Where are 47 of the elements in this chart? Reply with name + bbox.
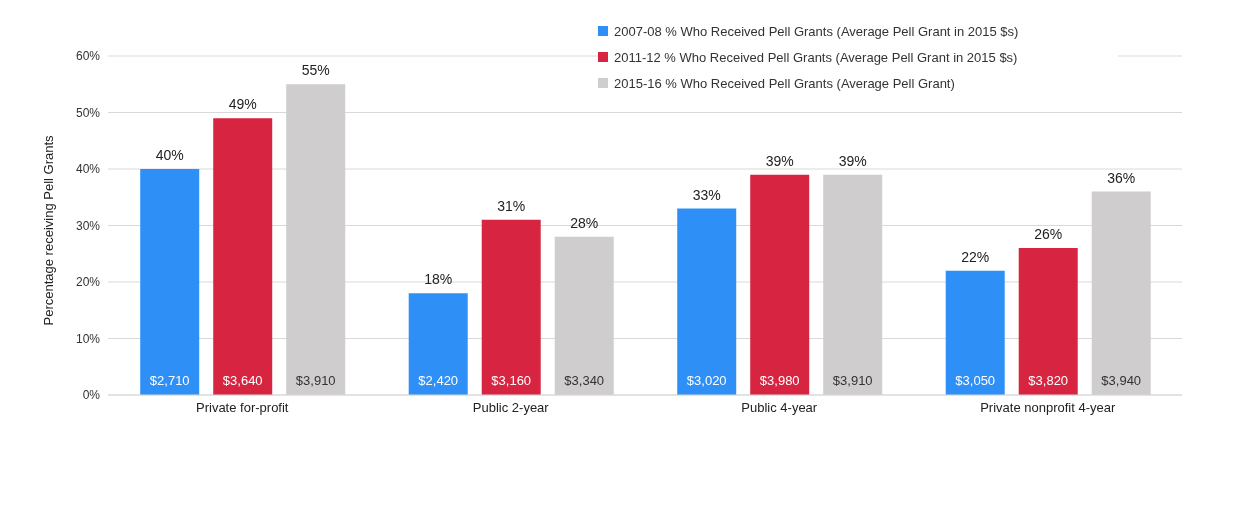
y-tick-label: 30% [75,218,101,233]
data-label: 39% [838,152,867,169]
legend-label: 2015-16 % Who Received Pell Grants (Average Pell Grant) [614,75,955,91]
data-label: 36% [1107,169,1136,186]
data-label: 49% [228,96,257,113]
annotation: $3,820 [1028,373,1069,388]
y-tick-label: 60% [75,49,101,64]
y-tick-label: 10% [75,331,101,346]
data-label: 26% [1034,226,1063,243]
bar [750,174,810,395]
bar [408,293,468,395]
data-label: 39% [765,152,794,169]
x-tick-label: Public 4-year [741,400,818,416]
x-tick-label: Public 2-year [472,400,550,416]
annotation: $3,910 [295,373,336,388]
x-tick-label: Private for-profit [196,400,289,416]
legend-label: 2007-08 % Who Received Pell Grants (Average Pell Grant in 2015 $s) [614,23,1019,39]
data-label: 33% [692,186,721,203]
annotation: $3,050 [955,373,996,388]
y-tick-label: 20% [75,275,101,290]
y-axis-title: Percentage receiving Pell Grants [40,134,56,326]
annotation: $3,910 [832,373,873,388]
bar [140,169,200,395]
data-label: 40% [155,147,184,163]
y-tick-label: 50% [75,105,101,120]
data-label: 22% [961,248,990,265]
annotation: $3,340 [564,373,605,388]
annotation: $3,980 [759,373,800,388]
annotation: $2,420 [418,373,459,388]
annotation: $3,640 [222,373,263,388]
bar [677,208,737,395]
annotation: $2,710 [149,373,190,388]
annotation: $3,020 [686,373,727,388]
bar [1018,248,1078,395]
bar [481,219,541,395]
x-tick-label: Private nonprofit 4-year [980,400,1116,416]
bar [945,270,1005,395]
y-tick-label: 0% [82,388,101,403]
annotation: $3,160 [491,373,532,388]
data-label: 28% [570,214,599,231]
data-label: 18% [424,271,453,288]
annotation: $3,940 [1101,373,1142,388]
bar [213,118,273,395]
y-tick-label: 40% [75,162,101,177]
data-label: 31% [497,197,526,214]
legend-label: 2011-12 % Who Received Pell Grants (Average Pell Grant in 2015 $s) [614,49,1018,65]
data-label: 55% [301,62,330,79]
